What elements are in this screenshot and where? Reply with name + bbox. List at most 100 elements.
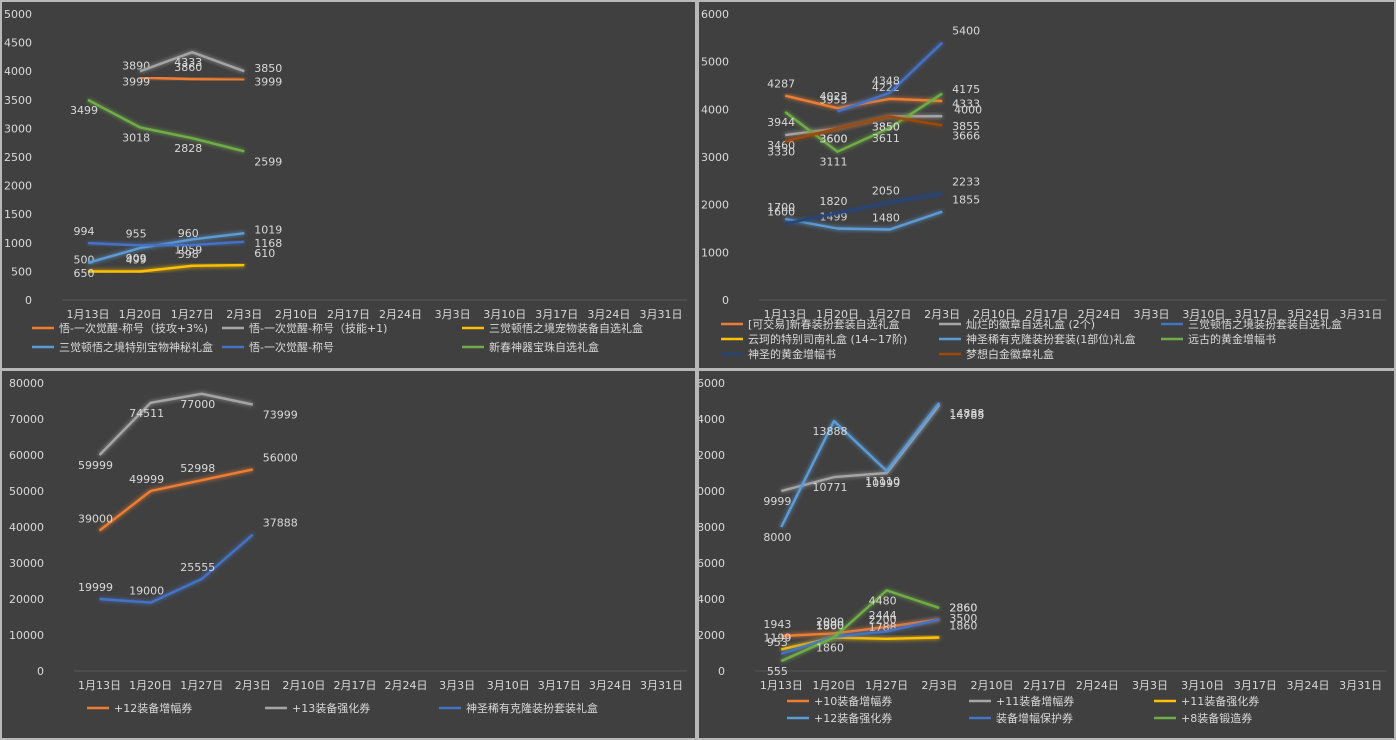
data-label: 13888 bbox=[813, 425, 848, 438]
x-tick-label: 1月27日 bbox=[865, 679, 908, 692]
data-label: 3500 bbox=[949, 612, 977, 625]
data-label: 8000 bbox=[763, 531, 791, 544]
data-label: 3018 bbox=[122, 131, 150, 144]
y-tick-label: 2500 bbox=[4, 151, 32, 164]
x-tick-label: 1月27日 bbox=[180, 679, 223, 692]
y-tick-label: 6000 bbox=[701, 8, 729, 21]
y-tick-label: 1000 bbox=[4, 237, 32, 250]
x-tick-label: 2月10日 bbox=[971, 679, 1014, 692]
data-label: 3666 bbox=[952, 129, 980, 142]
data-label: 52998 bbox=[180, 462, 215, 475]
data-label: 1700 bbox=[767, 201, 795, 214]
legend-label: 神圣稀有克隆装扮套装礼盒 bbox=[466, 701, 598, 715]
y-tick-label: 3000 bbox=[4, 122, 32, 135]
series-line bbox=[87, 232, 245, 264]
y-tick-label: 3500 bbox=[4, 94, 32, 107]
legend-label: 三觉顿悟之境装扮套装自选礼盒 bbox=[1188, 317, 1342, 331]
x-tick-label: 1月27日 bbox=[868, 308, 911, 321]
y-tick-label: 4500 bbox=[4, 37, 32, 50]
data-label: 955 bbox=[126, 227, 147, 240]
y-tick-label: 2000 bbox=[4, 180, 32, 193]
y-tick-label: 12000 bbox=[699, 449, 725, 462]
x-tick-label: 3月10日 bbox=[487, 679, 530, 692]
legend-label: +12装备强化券 bbox=[814, 711, 892, 725]
legend-label: +8装备锻造券 bbox=[1181, 711, 1252, 725]
y-tick-label: 4000 bbox=[701, 103, 729, 116]
x-tick-label: 3月24日 bbox=[1287, 308, 1330, 321]
chart-panel-bottom-left: 0 10000 20000 30000 40000 50000 60000 70000 8000… bbox=[2, 371, 695, 738]
data-label: 1019 bbox=[254, 224, 282, 237]
legend-label: +10装备增幅券 bbox=[814, 694, 892, 708]
data-label: 2444 bbox=[869, 609, 897, 622]
data-label: 3955 bbox=[820, 93, 848, 106]
data-label: 3460 bbox=[767, 139, 795, 152]
data-label: 610 bbox=[254, 247, 275, 260]
data-label: 2200 bbox=[869, 613, 897, 626]
chart-panel-top-left: 0 500 1000 1500 2000 2500 3000 3500 4000 4500 5000… bbox=[2, 2, 695, 368]
x-tick-label: 1月20日 bbox=[816, 308, 859, 321]
data-label: 2828 bbox=[174, 142, 202, 155]
series-line bbox=[785, 115, 943, 137]
x-tick-label: 1月20日 bbox=[119, 308, 162, 321]
data-label: 960 bbox=[178, 227, 199, 240]
data-label: 10999 bbox=[865, 477, 900, 490]
data-label: 4175 bbox=[952, 83, 980, 96]
series-line bbox=[87, 240, 245, 247]
x-tick-label: 2月17日 bbox=[327, 308, 370, 321]
y-tick-label: 30000 bbox=[9, 557, 44, 570]
chart-svg: 0 500 1000 1500 2000 2500 3000 3500 4000 4500 5000… bbox=[4, 8, 687, 354]
y-tick-label: 0 bbox=[718, 665, 725, 678]
x-tick-label: 3月10日 bbox=[1181, 679, 1224, 692]
y-tick-label: 0 bbox=[25, 294, 32, 307]
legend-label: 神圣的黄金增幅书 bbox=[748, 347, 836, 361]
series-line bbox=[139, 51, 245, 73]
data-label: 4287 bbox=[767, 78, 795, 91]
data-label: 37888 bbox=[263, 517, 298, 530]
legend-label: +13装备强化券 bbox=[292, 701, 370, 715]
x-tick-label: 2月10日 bbox=[282, 679, 325, 692]
data-label: 1860 bbox=[949, 620, 977, 633]
data-label: 3111 bbox=[820, 156, 848, 169]
x-tick-label: 3月3日 bbox=[1134, 308, 1170, 321]
x-tick-label: 1月27日 bbox=[171, 308, 214, 321]
y-tick-label: 0 bbox=[722, 294, 729, 307]
x-tick-label: 3月17日 bbox=[535, 308, 578, 321]
data-label: 73999 bbox=[263, 409, 298, 422]
series-line bbox=[780, 589, 940, 663]
data-label: 4333 bbox=[174, 56, 202, 69]
data-label: 2090 bbox=[816, 615, 844, 628]
data-label: 598 bbox=[178, 248, 199, 261]
data-label: 994 bbox=[74, 225, 95, 238]
y-tick-label: 4000 bbox=[699, 593, 725, 606]
data-label: 4023 bbox=[820, 90, 848, 103]
y-tick-label: 70000 bbox=[9, 413, 44, 426]
data-label: 3860 bbox=[174, 61, 202, 74]
y-tick-label: 50000 bbox=[9, 485, 44, 498]
data-label: 1943 bbox=[763, 618, 791, 631]
y-tick-label: 1000 bbox=[701, 246, 729, 259]
data-label: 3999 bbox=[254, 75, 282, 88]
series-line bbox=[98, 392, 254, 456]
data-label: 25555 bbox=[180, 561, 215, 574]
x-tick-label: 1月13日 bbox=[760, 679, 803, 692]
data-label: 2050 bbox=[872, 184, 900, 197]
series-line bbox=[140, 76, 245, 81]
data-label: 500 bbox=[74, 253, 95, 266]
data-label: 49999 bbox=[129, 473, 164, 486]
data-label: 3944 bbox=[767, 116, 795, 129]
legend-label: 神圣稀有克隆装扮套装(1部位)礼盒 bbox=[966, 332, 1136, 346]
x-tick-label: 2月24日 bbox=[1078, 308, 1121, 321]
series-line bbox=[781, 636, 940, 651]
y-tick-label: 60000 bbox=[9, 449, 44, 462]
legend-label: 悟-一次觉醒-称号 bbox=[249, 340, 334, 354]
x-tick-label: 2月3日 bbox=[235, 679, 271, 692]
data-label: 4348 bbox=[872, 75, 900, 88]
data-label: 2233 bbox=[952, 176, 980, 189]
data-label: 59999 bbox=[78, 459, 113, 472]
data-label: 3890 bbox=[122, 59, 150, 72]
x-tick-label: 3月3日 bbox=[435, 308, 471, 321]
data-label: 19999 bbox=[78, 581, 113, 594]
series-line bbox=[99, 533, 254, 604]
data-label: 4000 bbox=[954, 103, 982, 116]
x-tick-label: 2月3日 bbox=[226, 308, 262, 321]
